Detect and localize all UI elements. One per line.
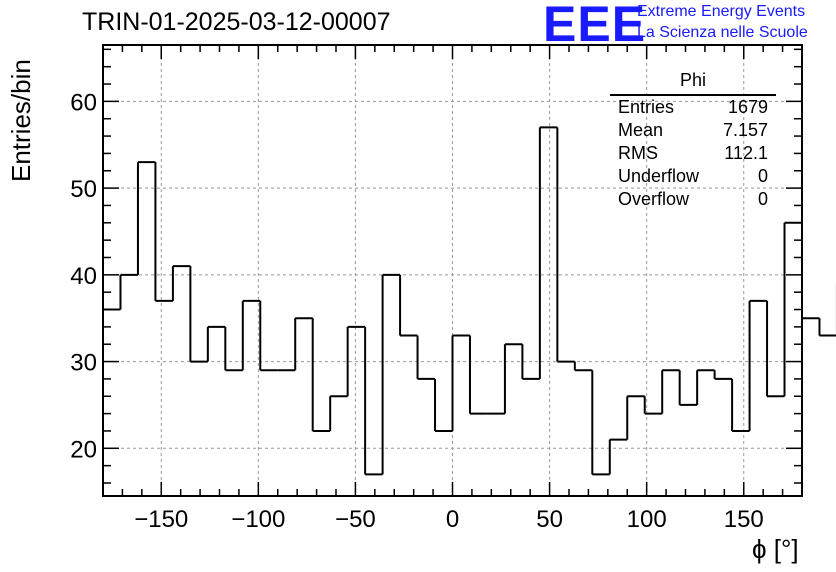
- stats-value: 112.1: [724, 143, 768, 163]
- y-tick-label: 20: [70, 436, 97, 463]
- stats-divider: [610, 94, 776, 96]
- x-tick-label: −100: [231, 506, 285, 533]
- y-axis-label: Entries/bin: [6, 59, 36, 182]
- org-name-line1: Extreme Energy Events: [637, 3, 806, 20]
- stats-row-overflow: Overflow 0: [610, 188, 776, 211]
- stats-row-underflow: Underflow 0: [610, 165, 776, 188]
- x-tick-label: −150: [134, 506, 188, 533]
- y-tick-label: 30: [70, 350, 97, 377]
- stats-title: Phi: [679, 70, 706, 90]
- stats-label: Entries: [618, 97, 675, 117]
- stats-label: RMS: [618, 143, 658, 163]
- stats-row-entries: Entries 1679: [610, 96, 776, 119]
- x-tick-label: 50: [536, 506, 563, 533]
- y-tick-label: 60: [70, 89, 97, 116]
- x-axis-label: ϕ [°]: [752, 534, 799, 564]
- stats-value: 0: [757, 189, 768, 209]
- x-tick-label: 100: [627, 506, 667, 533]
- x-tick-label: −50: [335, 506, 376, 533]
- stats-value: 1679: [727, 97, 768, 117]
- histogram-series: [103, 126, 836, 476]
- grid-lines: [103, 45, 802, 496]
- run-title: TRIN-01-2025-03-12-00007: [82, 8, 391, 36]
- org-name-line2: La Scienza nelle Scuole: [637, 24, 808, 41]
- y-tick-label: 40: [70, 263, 97, 290]
- tick-labels: −150 −100 −50 0 50 100 150 20 30 40 50 60: [70, 89, 763, 533]
- stats-row-mean: Mean 7.157: [610, 119, 776, 142]
- x-tick-label: 150: [724, 506, 764, 533]
- y-tick-label: 50: [70, 176, 97, 203]
- stats-value: 7.157: [722, 120, 768, 140]
- stats-row-rms: RMS 112.1: [610, 142, 776, 165]
- stats-label: Mean: [618, 120, 664, 140]
- stats-value: 0: [757, 166, 768, 186]
- eee-logo: EEE: [543, 0, 647, 52]
- axis-ticks: [102, 45, 803, 496]
- stats-label: Underflow: [618, 166, 700, 186]
- stats-label: Overflow: [618, 189, 690, 209]
- stats-box: Phi Entries 1679 Mean 7.157 RMS 112.1 Un…: [610, 68, 776, 211]
- x-tick-label: 0: [446, 506, 459, 533]
